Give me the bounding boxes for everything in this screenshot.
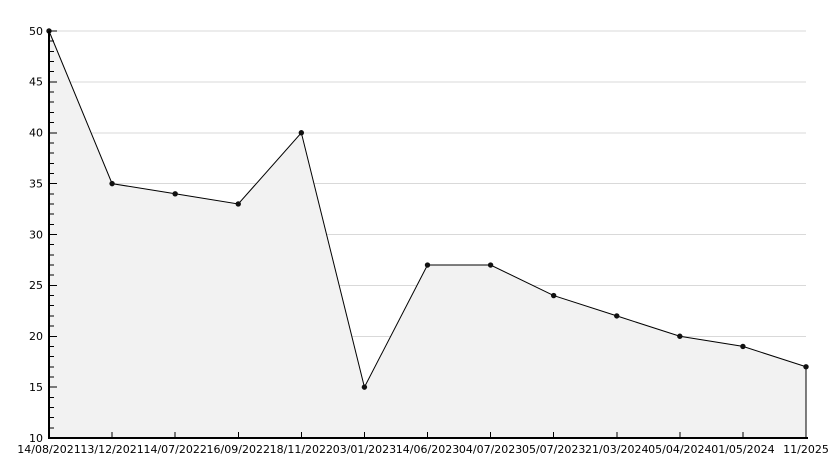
x-axis-tick-label: 21/03/2024	[585, 443, 648, 456]
x-axis-tick-label: 05/07/2023	[522, 443, 585, 456]
data-point-marker	[172, 191, 178, 197]
y-axis-tick-label: 35	[29, 177, 43, 190]
y-axis-tick-label: 20	[29, 330, 43, 343]
data-point-marker	[109, 180, 115, 187]
y-axis-tick-label: 10	[29, 432, 43, 445]
data-point-marker	[740, 343, 746, 350]
x-axis-tick-label: 14/06/2023	[396, 443, 459, 456]
y-axis-tick-label: 25	[29, 279, 43, 292]
y-axis-tick-label: 30	[29, 228, 43, 241]
data-point-marker	[361, 384, 368, 390]
data-point-marker	[298, 130, 305, 136]
x-axis-tick-label: 14/08/2021	[17, 443, 80, 456]
x-axis-tick-label: 14/07/2022	[143, 443, 206, 456]
x-axis-tick-label: 11/2025	[783, 443, 829, 456]
x-axis-tick-label: 04/07/2023	[459, 443, 522, 456]
x-axis-tick-label: 18/11/2022	[270, 443, 333, 456]
data-point-marker	[235, 201, 241, 207]
area-series	[48, 30, 807, 439]
data-point-marker	[677, 333, 683, 339]
y-axis-tick-label: 45	[29, 76, 43, 89]
x-axis-tick-label: 16/09/2022	[207, 443, 270, 456]
x-axis-tick-label: 13/12/2021	[80, 443, 143, 456]
x-axis-tick-label: 03/01/2023	[333, 443, 396, 456]
x-axis-tick-label: 01/05/2024	[711, 443, 774, 456]
data-point-marker	[424, 262, 431, 268]
data-point-marker	[487, 262, 494, 268]
data-point-marker	[803, 364, 809, 370]
data-point-marker	[550, 292, 557, 299]
data-point-marker	[614, 313, 620, 319]
y-axis-tick-label: 15	[29, 381, 43, 394]
y-axis-tick-label: 50	[29, 25, 43, 38]
y-axis-tick-label: 40	[29, 127, 43, 140]
x-axis-tick-label: 05/04/2024	[648, 443, 711, 456]
